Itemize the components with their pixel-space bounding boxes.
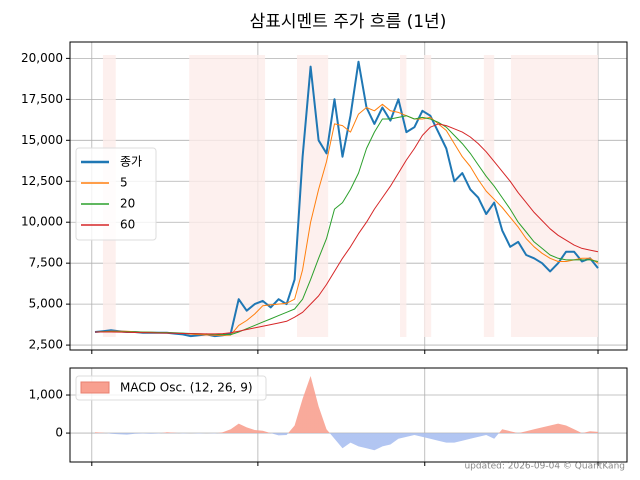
macd-area bbox=[95, 376, 598, 451]
y-tick-label: 10,000 bbox=[21, 215, 63, 229]
series-line bbox=[94, 60, 599, 338]
legend-label: 종가 bbox=[120, 155, 142, 169]
shaded-span bbox=[400, 55, 407, 337]
shaded-span bbox=[510, 55, 599, 337]
series-line bbox=[95, 123, 599, 335]
shaded-span bbox=[189, 55, 266, 337]
plot-border bbox=[69, 41, 628, 351]
legend-label: MACD Osc. (12, 26, 9) bbox=[120, 381, 253, 395]
y-tick-label: 20,000 bbox=[21, 51, 63, 65]
spans bbox=[102, 55, 599, 337]
legend-swatch bbox=[80, 381, 110, 394]
y-tick-label: 15,000 bbox=[21, 133, 63, 147]
plot-border bbox=[69, 367, 628, 463]
y-tick-label: 12,500 bbox=[21, 174, 63, 188]
legend-label: 20 bbox=[120, 197, 135, 211]
legend: 종가 5 20 60 bbox=[75, 147, 157, 241]
y-tick-label: 5,000 bbox=[29, 297, 63, 311]
chart-title: 삼표시멘트 주가 흐름 (1년) bbox=[250, 12, 447, 32]
y-tick-label: 7,500 bbox=[29, 256, 63, 270]
shaded-span bbox=[423, 55, 432, 337]
shaded-span bbox=[483, 55, 495, 337]
legend-box bbox=[75, 375, 267, 401]
legend: MACD Osc. (12, 26, 9) bbox=[75, 375, 267, 401]
legend-box bbox=[75, 147, 157, 241]
y-tick-label: 17,500 bbox=[21, 92, 63, 106]
y-tick-label: 1,000 bbox=[29, 388, 63, 402]
legend-label: 60 bbox=[120, 218, 135, 232]
footer: updated: 2026-09-04 © QuantKang bbox=[464, 462, 625, 472]
shaded-span bbox=[296, 55, 329, 337]
y-tick-label: 0 bbox=[55, 426, 63, 440]
legend-label: 5 bbox=[120, 176, 128, 190]
y-tick-label: 2,500 bbox=[29, 338, 63, 352]
